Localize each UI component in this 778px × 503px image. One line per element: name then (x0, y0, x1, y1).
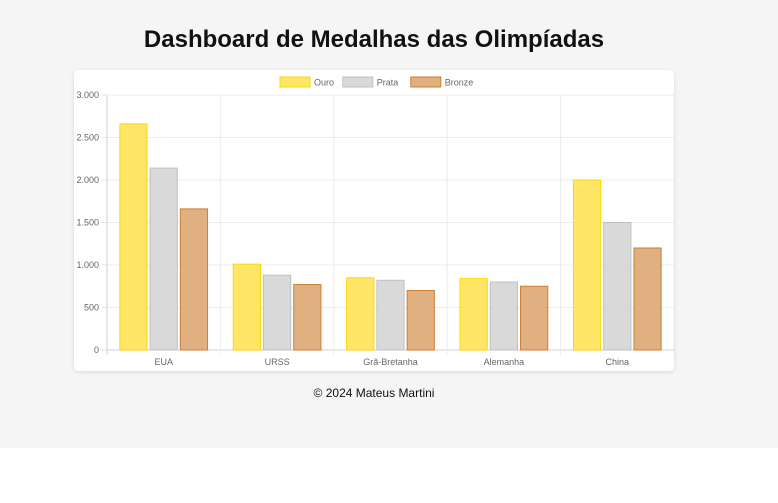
x-tick-label: China (606, 357, 630, 367)
chart-card: 0 500 1.000 1.500 2.000 2.500 3.000 EUA URSS Grã… (74, 70, 674, 371)
bar-ouro-3 (459, 278, 488, 351)
bar-ouro-2 (346, 277, 375, 351)
y-tick-label: 0 (94, 345, 99, 355)
bar-prata-1 (262, 274, 292, 351)
bar-bronze-1 (293, 284, 322, 351)
legend-swatch-bronze (410, 76, 442, 88)
y-tick-label: 3.000 (76, 90, 99, 100)
bar-ouro-1 (232, 263, 261, 351)
legend-label-bronze: Bronze (445, 78, 474, 88)
page-background: Dashboard de Medalhas das Olimpíadas 0 50… (74, 26, 674, 400)
x-tick-label: Alemanha (484, 357, 525, 367)
x-axis: EUA URSS Grã-Bretanha Alemanha China (154, 357, 629, 367)
legend-label-prata: Prata (377, 78, 399, 88)
bar-ouro-4 (572, 179, 602, 351)
bar-ouro-0 (119, 123, 148, 351)
medal-bar-chart: 0 500 1.000 1.500 2.000 2.500 3.000 EUA URSS Grã… (76, 76, 674, 367)
bar-prata-0 (149, 167, 178, 351)
y-tick-label: 2.000 (76, 175, 99, 185)
y-tick-label: 1.500 (76, 218, 99, 228)
legend-swatch-ouro (279, 76, 311, 88)
y-axis: 0 500 1.000 1.500 2.000 2.500 3.000 (76, 90, 107, 355)
x-tick-label: URSS (265, 357, 290, 367)
legend-swatch-prata (342, 76, 374, 88)
footer-copyright: © 2024 Mateus Martini (313, 386, 435, 400)
bar-prata-2 (376, 279, 405, 351)
bar-series (119, 123, 662, 351)
y-tick-label: 500 (84, 303, 99, 313)
x-tick-label: Grã-Bretanha (363, 357, 418, 367)
legend-label-ouro: Ouro (314, 78, 334, 88)
bar-bronze-4 (633, 247, 662, 351)
chart-legend: Ouro Prata Bronze (279, 76, 474, 88)
y-tick-label: 1.000 (76, 260, 99, 270)
y-tick-label: 2.500 (76, 133, 99, 143)
page-title: Dashboard de Medalhas das Olimpíadas (143, 26, 605, 53)
bar-prata-3 (489, 281, 519, 351)
x-tick-label: EUA (154, 357, 173, 367)
bar-bronze-2 (406, 290, 435, 351)
bar-bronze-3 (520, 285, 549, 351)
bar-bronze-0 (179, 208, 209, 351)
bar-prata-4 (603, 222, 632, 351)
